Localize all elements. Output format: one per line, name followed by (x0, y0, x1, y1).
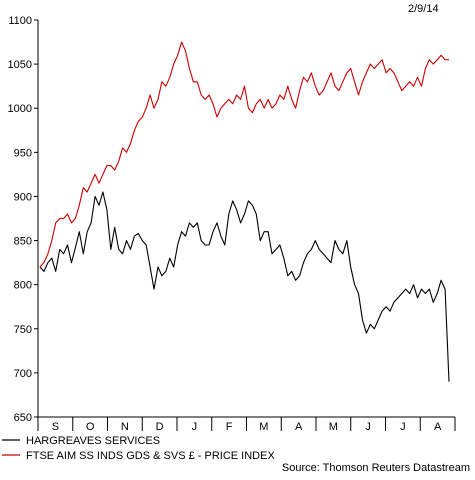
y-tick-label: 950 (14, 147, 32, 159)
legend-label-hargreaves: HARGREAVES SERVICES (26, 435, 160, 447)
y-tick-label: 650 (14, 412, 32, 424)
x-tick-label: N (121, 421, 129, 433)
y-tick-label: 700 (14, 368, 32, 380)
x-tick-label: A (295, 421, 303, 433)
y-tick-label: 750 (14, 324, 32, 336)
series-line-ftse (39, 41, 449, 268)
x-tick-label: S (52, 421, 59, 433)
y-tick-label: 1050 (8, 59, 32, 71)
x-tick-label: A (434, 421, 442, 433)
y-tick-label: 800 (14, 280, 32, 292)
x-tick-label: J (365, 421, 371, 433)
y-axis: 650 700 750 800 850 900 950 1000 1050 1100 (8, 15, 38, 424)
x-tick-label: M (329, 421, 338, 433)
x-tick-label: J (192, 421, 198, 433)
x-tick-label: O (86, 421, 95, 433)
y-tick-label: 1000 (8, 103, 32, 115)
date-label: 2/9/14 (408, 3, 439, 15)
series-layer (39, 41, 450, 382)
series-line-hargreaves (39, 191, 450, 382)
y-tick-label: 1100 (8, 15, 32, 27)
x-tick-label: D (156, 421, 164, 433)
x-tick-label: J (400, 421, 406, 433)
plot-frame (37, 20, 455, 418)
source-label: Source: Thomson Reuters Datastream (282, 462, 470, 474)
x-tick-label: M (259, 421, 268, 433)
y-tick-label: 850 (14, 236, 32, 248)
legend-label-ftse: FTSE AIM SS INDS GDS & SVS £ - PRICE IND… (26, 450, 275, 462)
y-tick-label: 900 (14, 191, 32, 203)
x-tick-label: F (226, 421, 233, 433)
